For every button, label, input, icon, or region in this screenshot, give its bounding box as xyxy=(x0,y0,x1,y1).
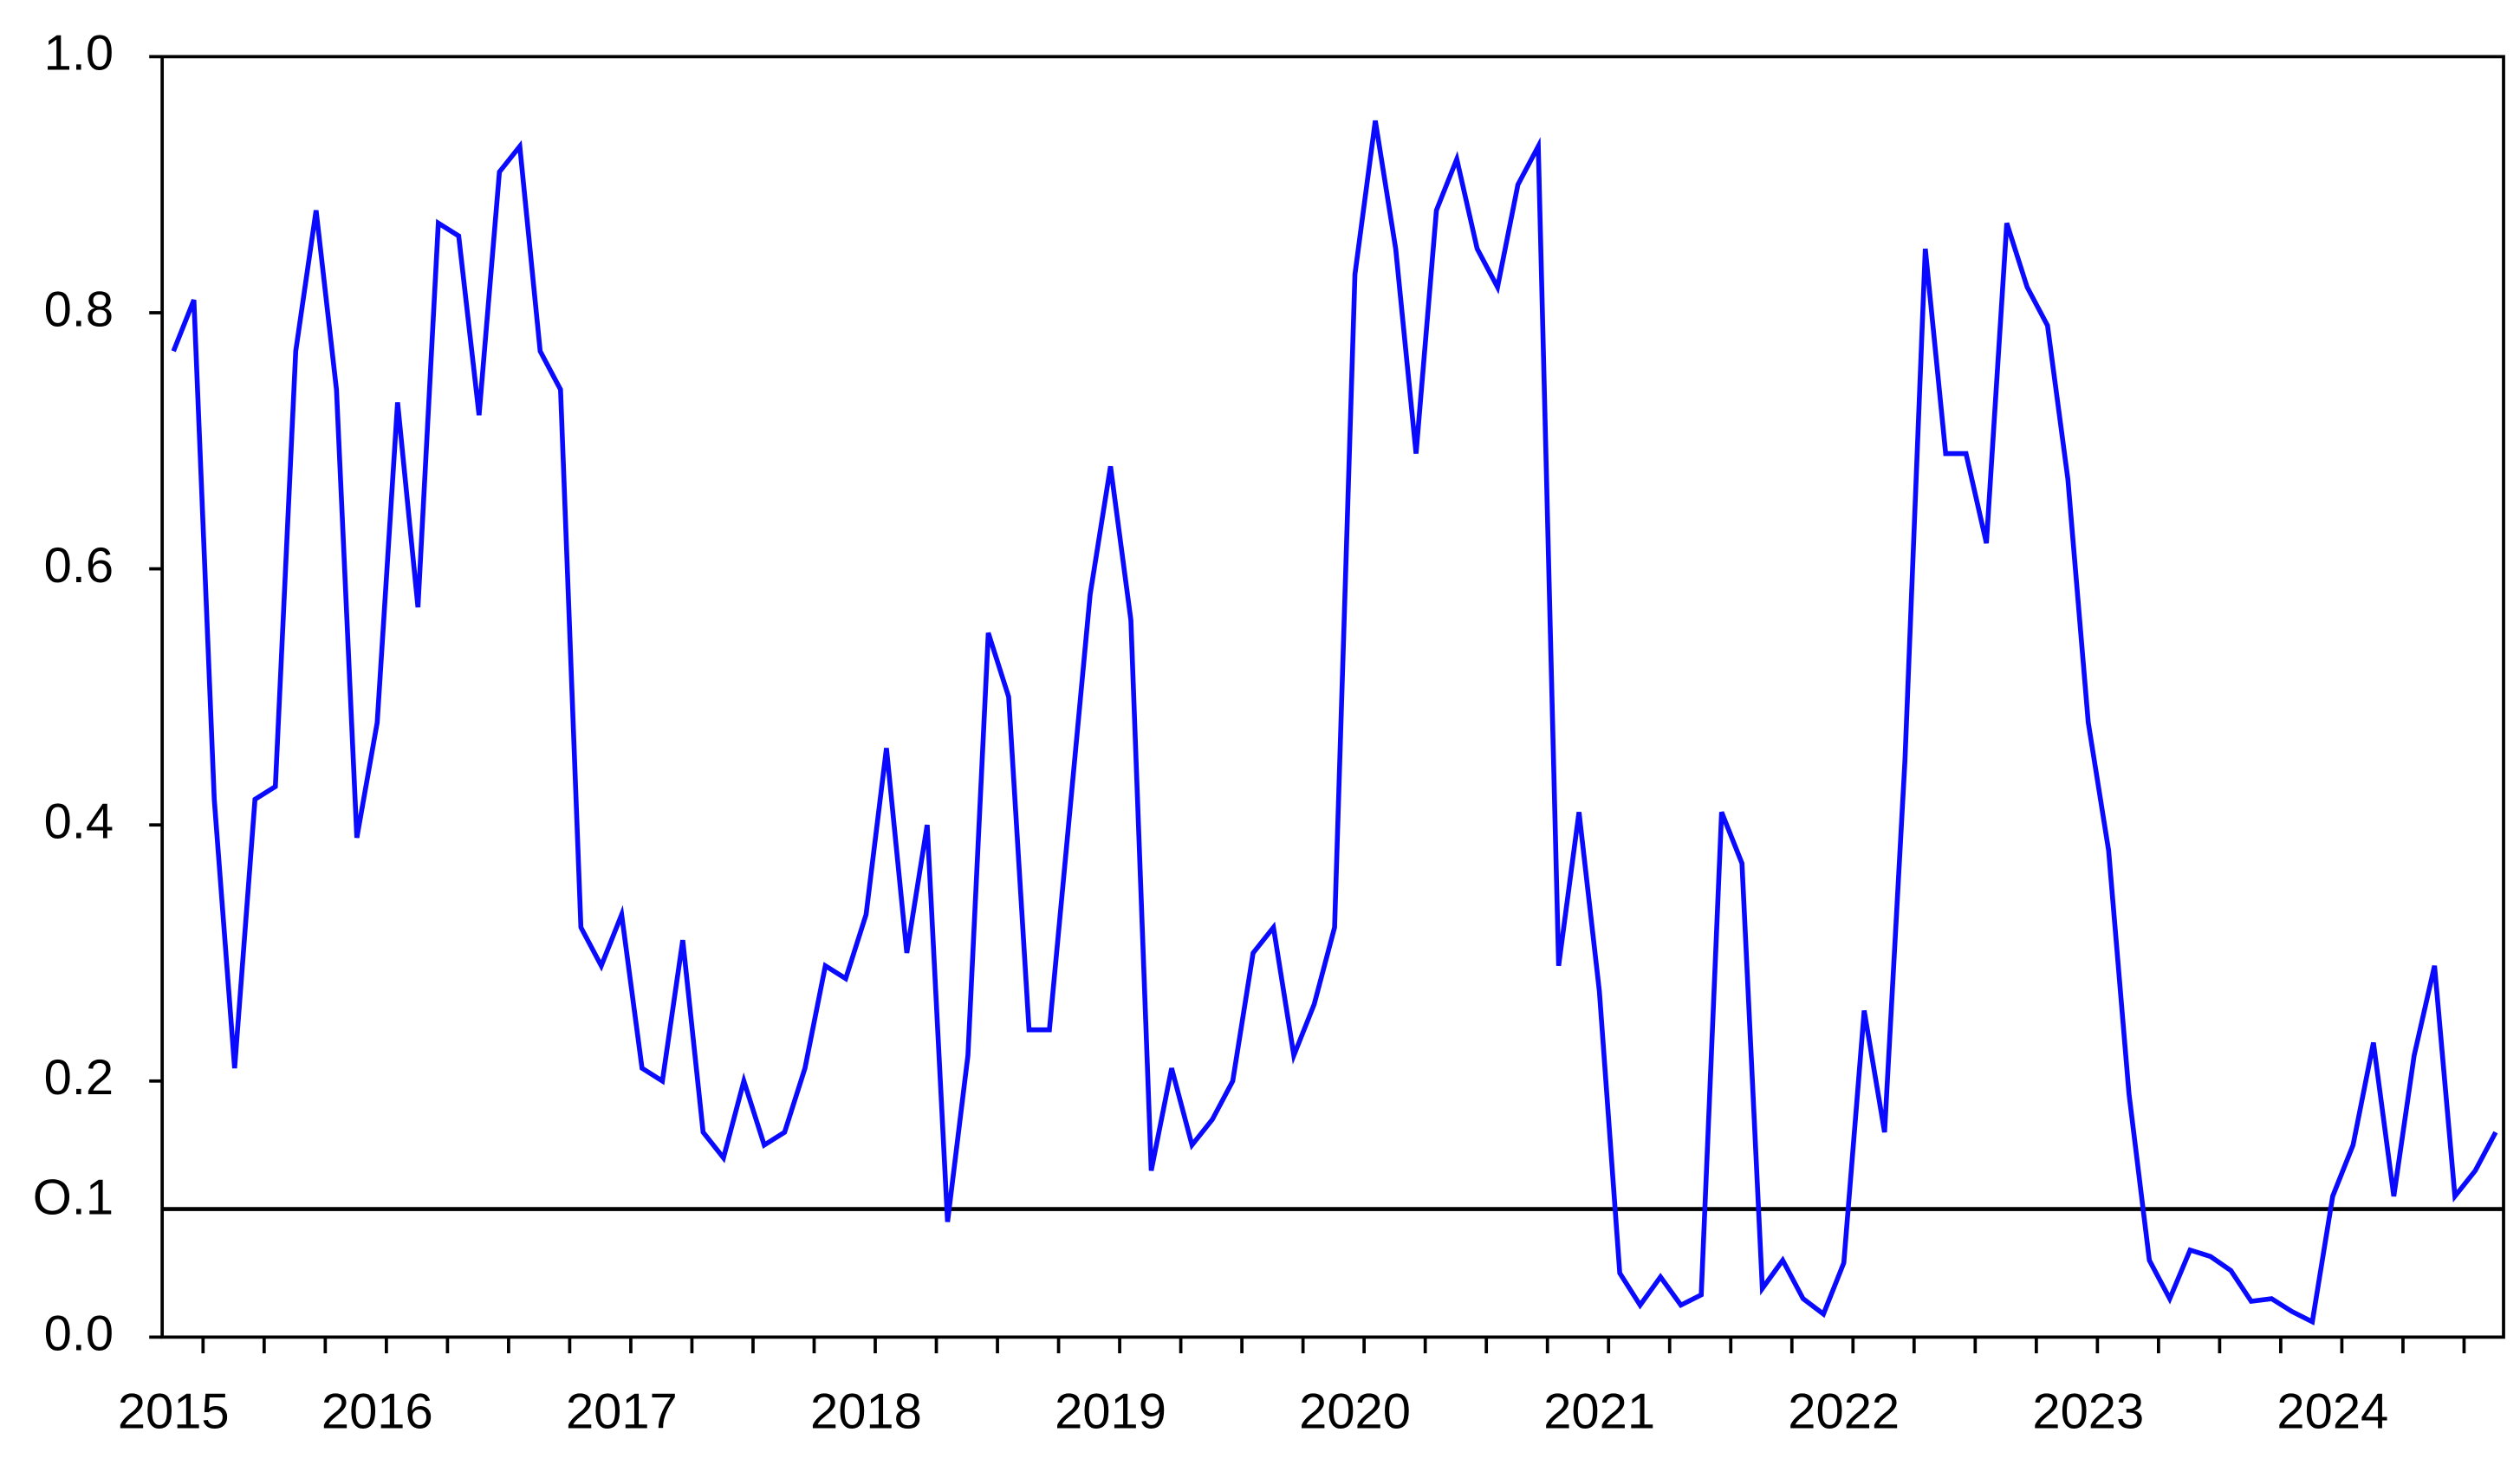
y-tick-label: 1.0 xyxy=(44,26,114,81)
y-tick-label: 0.8 xyxy=(44,282,114,337)
x-tick-label: 2019 xyxy=(1055,1384,1166,1439)
x-tick-label: 2022 xyxy=(1788,1384,1900,1439)
y-tick-label: 0.0 xyxy=(44,1306,114,1362)
y-tick-label: 0.2 xyxy=(44,1050,114,1105)
x-tick-label: 2015 xyxy=(118,1384,230,1439)
x-tick-label: 2016 xyxy=(321,1384,433,1439)
reference-line-label: O.1 xyxy=(33,1170,114,1226)
x-tick-label: 2021 xyxy=(1543,1384,1655,1439)
x-tick-label: 2020 xyxy=(1299,1384,1411,1439)
x-tick-label: 2017 xyxy=(566,1384,678,1439)
y-tick-label: 0.4 xyxy=(44,794,114,849)
y-tick-label: 0.6 xyxy=(44,538,114,593)
x-tick-label: 2023 xyxy=(2032,1384,2144,1439)
plot-frame xyxy=(160,55,2505,1339)
x-tick-label: 2024 xyxy=(2276,1384,2388,1439)
x-tick-label: 2018 xyxy=(810,1384,922,1439)
data-line xyxy=(171,120,2498,1326)
